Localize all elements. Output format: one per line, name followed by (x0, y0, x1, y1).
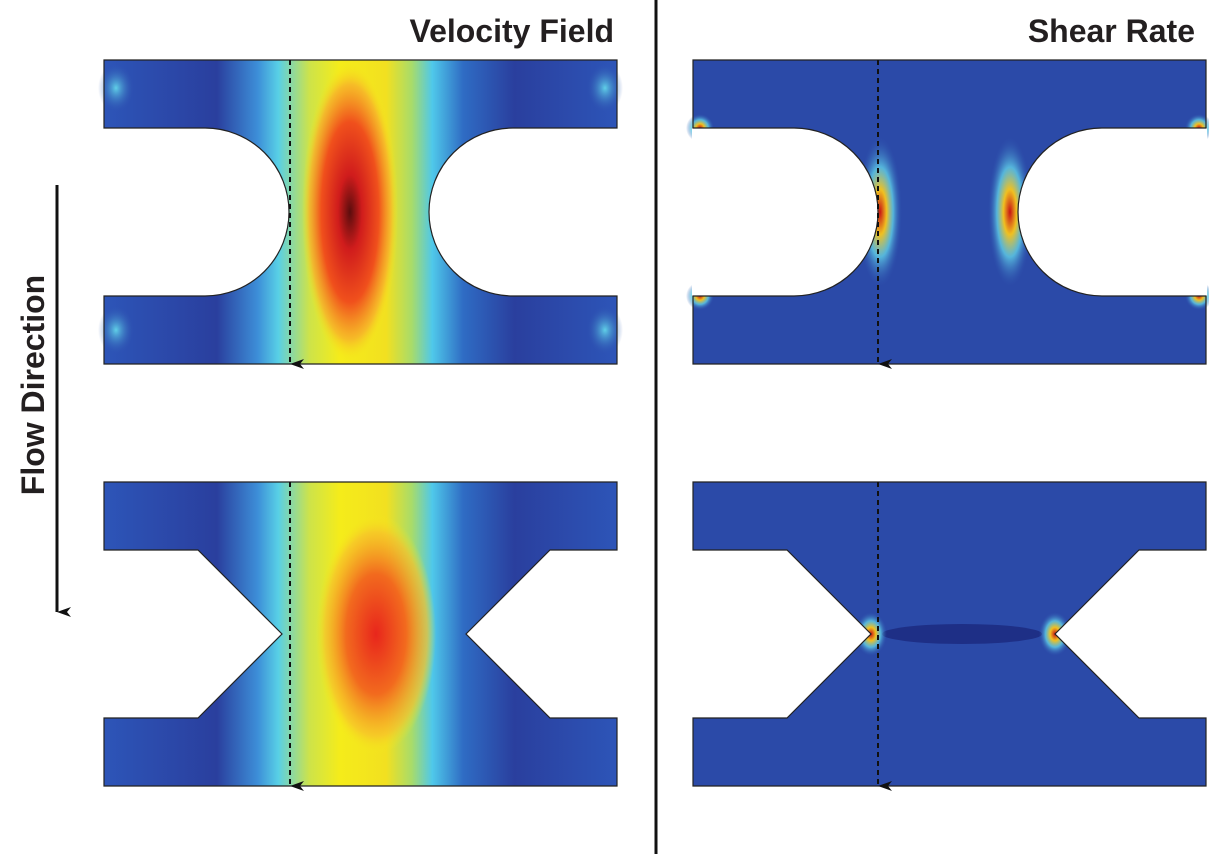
velocity-top (98, 59, 623, 365)
flow-label: Flow Direction (15, 275, 51, 495)
shear-bottom (692, 481, 1207, 787)
streamlines (289, 60, 892, 791)
panel-title: Shear Rate (1028, 13, 1195, 49)
shear-top (686, 59, 1209, 365)
panel-title: Velocity Field (409, 13, 614, 49)
velocity-bottom (103, 481, 618, 787)
